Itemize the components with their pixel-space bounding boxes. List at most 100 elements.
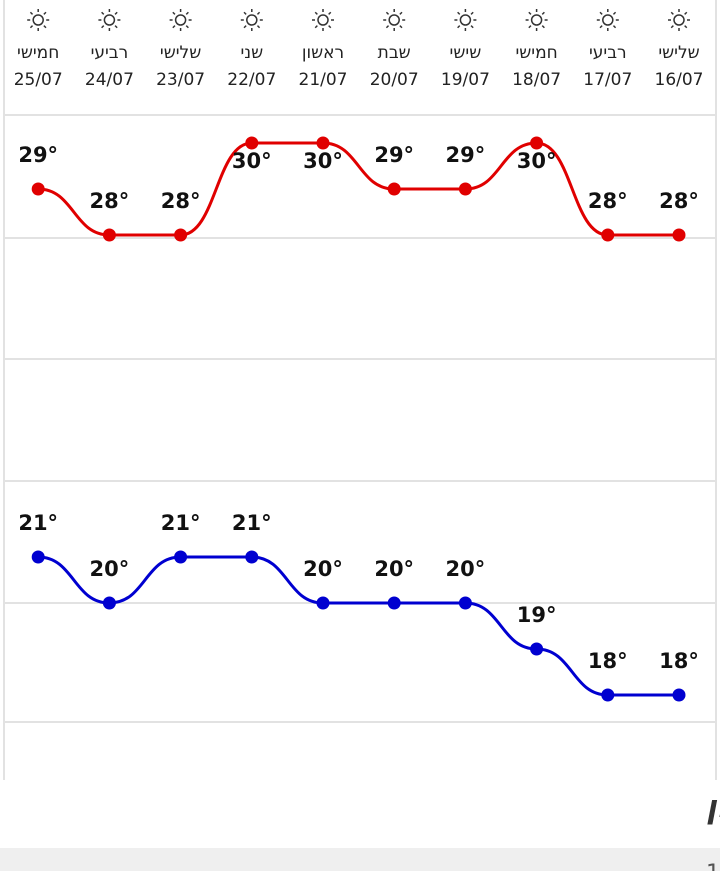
temp-point <box>316 596 330 610</box>
value-label: 30° <box>232 149 272 173</box>
temp-point <box>174 228 188 242</box>
sun-ray <box>457 25 461 29</box>
day-name: חמישי <box>515 43 557 63</box>
sun-ray <box>185 25 189 29</box>
sun-core <box>317 14 329 26</box>
value-label: 28° <box>90 189 130 213</box>
value-label: 30° <box>303 149 343 173</box>
section-subtitle: תחזית שעתית ליום שלישי 16/07 <box>706 861 720 871</box>
sun-icon <box>454 9 477 31</box>
sun-icon <box>312 9 334 31</box>
temp-point <box>387 596 401 610</box>
subtitle-bar <box>0 848 720 871</box>
sun-icon <box>383 9 406 31</box>
temp-line <box>38 141 679 237</box>
value-label: 21° <box>161 511 201 535</box>
value-label: 29° <box>446 143 486 167</box>
temp-point <box>316 136 330 150</box>
sun-ray <box>470 25 474 29</box>
sun-core <box>530 14 543 26</box>
sun-icon <box>596 9 619 31</box>
sun-core <box>32 14 44 26</box>
temp-point <box>458 596 472 610</box>
sun-ray <box>399 25 403 29</box>
day-date: 21/07 <box>299 70 348 90</box>
day-name: ראשון <box>302 43 344 63</box>
temp-point <box>672 688 686 702</box>
sun-core <box>103 14 116 26</box>
sun-ray <box>114 25 118 29</box>
temp-point <box>245 136 259 150</box>
value-label: 21° <box>18 511 58 535</box>
sun-icon <box>525 9 548 31</box>
sun-ray <box>43 25 47 29</box>
day-name: חמישי <box>17 43 59 63</box>
temp-point <box>601 688 615 702</box>
value-label: 29° <box>18 143 58 167</box>
sun-ray <box>470 11 474 15</box>
temp-point <box>530 642 544 656</box>
day-name: שלישי <box>160 43 201 63</box>
sun-ray <box>541 25 545 29</box>
sun-ray <box>243 11 247 15</box>
temp-point <box>601 228 615 242</box>
sun-ray <box>385 11 390 15</box>
sun-ray <box>101 25 105 29</box>
section-title: מזג אוויר שעתי באתר החרמון <box>706 789 720 825</box>
day-name: רביעי <box>589 43 627 63</box>
value-label: 20° <box>303 557 343 581</box>
value-label: 18° <box>659 649 699 673</box>
value-label: 21° <box>232 511 272 535</box>
day-name: שלישי <box>658 43 699 63</box>
day-name: שישי <box>450 43 482 63</box>
day-name: שבת <box>378 43 411 63</box>
sun-ray <box>457 11 461 15</box>
sun-ray <box>256 11 261 15</box>
temp-point <box>102 228 116 242</box>
sun-core <box>388 14 400 26</box>
temp-point <box>387 182 401 196</box>
temp-point <box>31 182 45 196</box>
sun-core <box>174 14 187 26</box>
sun-ray <box>43 11 47 15</box>
sun-icon <box>169 9 192 31</box>
sun-ray <box>599 25 603 29</box>
sun-icon <box>98 9 121 31</box>
sun-ray <box>541 11 545 15</box>
day-date: 23/07 <box>156 70 205 90</box>
temp-point <box>458 182 472 196</box>
temp-point <box>530 136 544 150</box>
sun-ray <box>114 11 118 15</box>
temp-line <box>38 555 679 697</box>
day-date: 16/07 <box>655 70 704 90</box>
sun-ray <box>172 11 176 15</box>
sun-core <box>246 14 258 26</box>
value-label: 20° <box>446 557 486 581</box>
sun-ray <box>612 11 617 15</box>
sun-core <box>602 14 614 26</box>
temp-point <box>174 550 188 564</box>
value-label: 20° <box>90 557 130 581</box>
sun-ray <box>599 11 603 15</box>
value-label: 19° <box>517 603 557 627</box>
sun-ray <box>256 25 261 29</box>
sun-icon <box>27 9 50 31</box>
day-name: שני <box>240 43 263 63</box>
value-label: 28° <box>588 189 628 213</box>
sun-ray <box>328 11 332 15</box>
value-label: 29° <box>374 143 414 167</box>
day-date: 18/07 <box>512 70 561 90</box>
sun-core <box>459 14 472 26</box>
sun-ray <box>314 11 318 15</box>
sun-ray <box>684 25 688 29</box>
sun-icon <box>668 9 690 31</box>
sun-ray <box>243 25 247 29</box>
value-label: 28° <box>161 189 201 213</box>
value-label: 30° <box>517 149 557 173</box>
sun-core <box>673 14 685 26</box>
sun-ray <box>29 25 34 29</box>
day-date: 25/07 <box>14 70 63 90</box>
sun-ray <box>612 25 617 29</box>
value-label: 20° <box>374 557 414 581</box>
